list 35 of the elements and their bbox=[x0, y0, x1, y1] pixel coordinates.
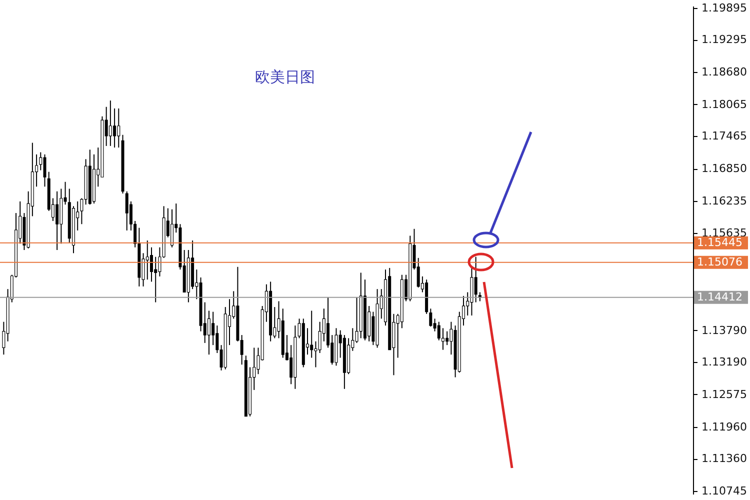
candlestick bbox=[154, 256, 158, 303]
y-tick-label: 1.19895 bbox=[702, 1, 747, 14]
candlestick bbox=[113, 108, 116, 148]
y-tick-label: 1.13190 bbox=[702, 355, 747, 368]
candlestick bbox=[150, 246, 153, 282]
y-tick-label: 1.10745 bbox=[702, 484, 747, 498]
y-tick-label: 1.12575 bbox=[702, 388, 747, 401]
candlestick bbox=[43, 154, 46, 188]
candlestick bbox=[108, 100, 112, 146]
ref-line-label: 1.15076 bbox=[697, 255, 742, 268]
candlestick bbox=[437, 321, 440, 341]
candlestick bbox=[474, 256, 478, 303]
candlestick bbox=[146, 240, 149, 280]
candlestick bbox=[446, 330, 449, 346]
y-tick-label: 1.16850 bbox=[702, 162, 747, 176]
candlestick bbox=[117, 108, 120, 148]
candlestick bbox=[125, 190, 128, 231]
y-tick-label: 1.11360 bbox=[702, 452, 747, 466]
candlestick bbox=[318, 321, 322, 354]
y-tick-label: 1.18065 bbox=[702, 98, 747, 111]
text: 欧美日图 bbox=[255, 68, 315, 87]
y-tick-label: 1.13790 bbox=[702, 324, 747, 337]
y-tick-label: 1.11960 bbox=[702, 420, 747, 434]
y-tick-label: 1.16235 bbox=[702, 194, 747, 208]
candlestick bbox=[310, 310, 314, 358]
y-tick-label: 1.19295 bbox=[702, 33, 747, 46]
y-tick-label: 1.17465 bbox=[702, 130, 747, 143]
ref-line-label: 1.14412 bbox=[697, 290, 742, 304]
y-tick-label: 1.18680 bbox=[702, 66, 747, 79]
candlestick bbox=[212, 311, 215, 346]
candlestick bbox=[429, 308, 432, 328]
candlestick bbox=[207, 310, 210, 356]
candlestick bbox=[170, 208, 174, 248]
candlestick bbox=[56, 190, 59, 250]
candlestick bbox=[441, 328, 444, 350]
